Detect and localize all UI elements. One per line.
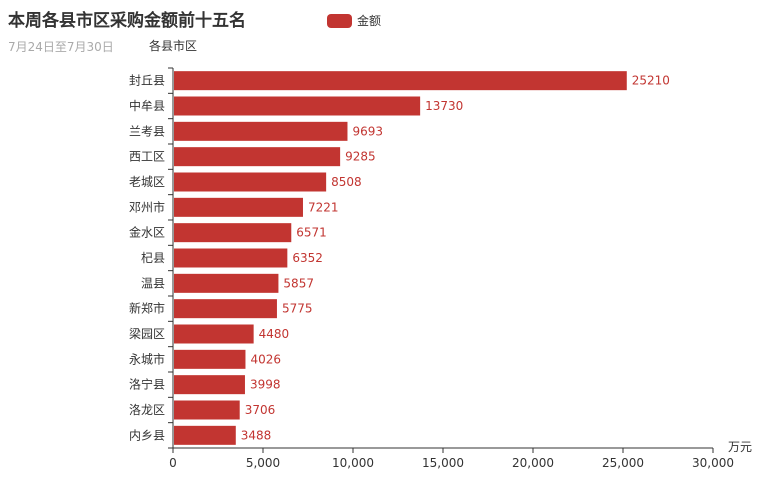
x-tick-label: 25,000	[602, 456, 644, 470]
x-axis-title: 万元	[728, 440, 752, 454]
y-axis-title: 各县市区	[149, 38, 197, 53]
x-tick-label: 5,000	[246, 456, 280, 470]
bar	[174, 425, 236, 445]
legend-item[interactable]: 金额	[327, 12, 381, 29]
legend-label: 金额	[357, 14, 382, 28]
bar	[174, 273, 279, 293]
chart-title: 本周各县市区采购金额前十五名	[8, 11, 246, 31]
bar	[174, 223, 292, 243]
data-label: 13730	[425, 99, 463, 113]
bar	[174, 172, 327, 192]
y-tick-label: 西工区	[129, 150, 165, 164]
bar	[174, 349, 246, 369]
y-tick-label: 温县	[141, 276, 165, 290]
y-tick-label: 金水区	[129, 225, 165, 240]
bar	[174, 248, 288, 268]
data-label: 6352	[292, 251, 323, 265]
y-tick-label: 洛宁县	[129, 377, 165, 392]
data-label: 4480	[259, 327, 290, 341]
x-tick-label: 15,000	[422, 456, 464, 470]
legend-swatch	[327, 13, 352, 28]
y-tick-label: 内乡县	[129, 428, 165, 442]
data-label: 3488	[241, 428, 272, 442]
y-tick-label: 兰考县	[129, 124, 165, 138]
x-tick-label: 10,000	[332, 456, 374, 470]
data-label: 6571	[296, 226, 327, 240]
bar	[174, 400, 240, 420]
bar	[174, 299, 277, 319]
y-tick-label: 封丘县	[129, 74, 165, 88]
y-tick-label: 洛龙区	[129, 402, 165, 417]
y-tick-label: 邓州市	[129, 199, 165, 214]
data-label: 8508	[331, 175, 362, 189]
data-label: 5775	[282, 302, 313, 316]
y-tick-label: 中牟县	[129, 98, 165, 113]
data-label: 9285	[345, 150, 376, 164]
bar	[174, 96, 421, 116]
data-label: 3998	[250, 378, 281, 392]
bar	[174, 147, 341, 167]
data-label: 5857	[283, 276, 314, 290]
y-tick-label: 杞县	[141, 251, 165, 265]
x-tick-label: 0	[169, 456, 177, 470]
chart-subtitle: 7月24日至7月30日	[8, 40, 114, 54]
bar	[174, 121, 348, 141]
bar	[174, 197, 303, 217]
data-label: 4026	[250, 352, 281, 366]
data-label: 3706	[245, 403, 276, 417]
y-tick-label: 新郑市	[129, 301, 165, 316]
x-tick-label: 30,000	[692, 456, 734, 470]
data-label: 25210	[632, 74, 670, 88]
y-tick-label: 永城市	[129, 351, 165, 366]
bar	[174, 71, 627, 91]
bar	[174, 375, 245, 395]
y-tick-label: 老城区	[129, 175, 165, 189]
x-tick-label: 20,000	[512, 456, 554, 470]
y-tick-label: 梁园区	[129, 326, 165, 341]
data-label: 7221	[308, 200, 339, 214]
bar	[174, 324, 254, 344]
data-label: 9693	[352, 124, 383, 138]
